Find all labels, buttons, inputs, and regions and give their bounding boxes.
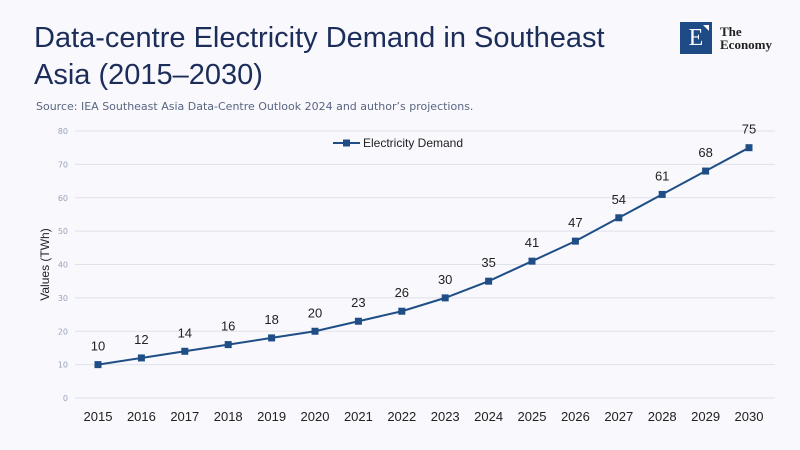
data-point [615,214,623,222]
data-label: 41 [525,235,539,250]
x-tick-label: 2020 [301,409,330,424]
x-tick-label: 2021 [344,409,373,424]
x-tick-label: 2028 [648,409,677,424]
data-label: 23 [351,295,365,310]
y-tick-label: 50 [58,227,68,236]
data-point [268,334,276,342]
data-point [528,257,536,265]
x-tick-label: 2027 [604,409,633,424]
data-point [137,354,145,362]
data-point [94,361,102,369]
logo-text: The Economy [720,25,772,51]
y-tick-label: 10 [58,361,68,370]
legend-marker [343,139,350,147]
data-point [311,327,319,335]
data-label: 10 [91,339,105,354]
chart-title: Data-centre Electricity Demand in Southe… [34,22,605,91]
x-tick-label: 2024 [474,409,503,424]
y-tick-label: 80 [58,127,68,136]
legend-label: Electricity Demand [363,136,463,150]
data-label: 75 [742,122,756,137]
x-tick-label: 2018 [214,409,243,424]
y-tick-label: 20 [58,327,68,336]
x-tick-label: 2023 [431,409,460,424]
data-point [441,294,449,302]
data-label: 18 [264,312,278,327]
x-tick-label: 2016 [127,409,156,424]
data-point [224,341,232,349]
y-tick-label: 40 [58,261,68,270]
x-tick-label: 2015 [84,409,113,424]
data-point [745,144,753,152]
data-label: 35 [481,255,495,270]
y-tick-label: 30 [58,294,68,303]
y-axis-label: Values (TWh) [38,228,52,300]
logo-line2: Economy [720,37,772,52]
data-label: 12 [134,332,148,347]
x-tick-label: 2022 [387,409,416,424]
y-tick-label: 0 [63,394,68,403]
x-tick-label: 2025 [518,409,547,424]
data-point [485,277,493,285]
x-tick-label: 2029 [691,409,720,424]
data-label: 61 [655,168,669,183]
x-tick-label: 2030 [735,409,764,424]
x-tick-label: 2017 [170,409,199,424]
data-point [354,317,362,325]
data-label: 26 [395,285,409,300]
data-label: 30 [438,272,452,287]
data-label: 68 [698,145,712,160]
data-label: 14 [178,325,192,340]
data-label: 47 [568,215,582,230]
logo: E The Economy [680,22,772,54]
logo-line1: The [720,24,742,39]
data-label: 16 [221,319,235,334]
data-point [571,237,579,245]
data-point [702,167,710,175]
series-line [97,146,750,366]
data-point [658,190,666,198]
x-tick-label: 2026 [561,409,590,424]
data-label: 54 [612,192,626,207]
logo-mark: E [680,22,712,54]
y-tick-label: 60 [58,194,68,203]
x-tick-label: 2019 [257,409,286,424]
y-tick-label: 70 [58,160,68,169]
data-point [398,307,406,315]
chart-subtitle: Source: IEA Southeast Asia Data-Centre O… [36,100,474,113]
data-point [181,347,189,355]
data-label: 20 [308,305,322,320]
